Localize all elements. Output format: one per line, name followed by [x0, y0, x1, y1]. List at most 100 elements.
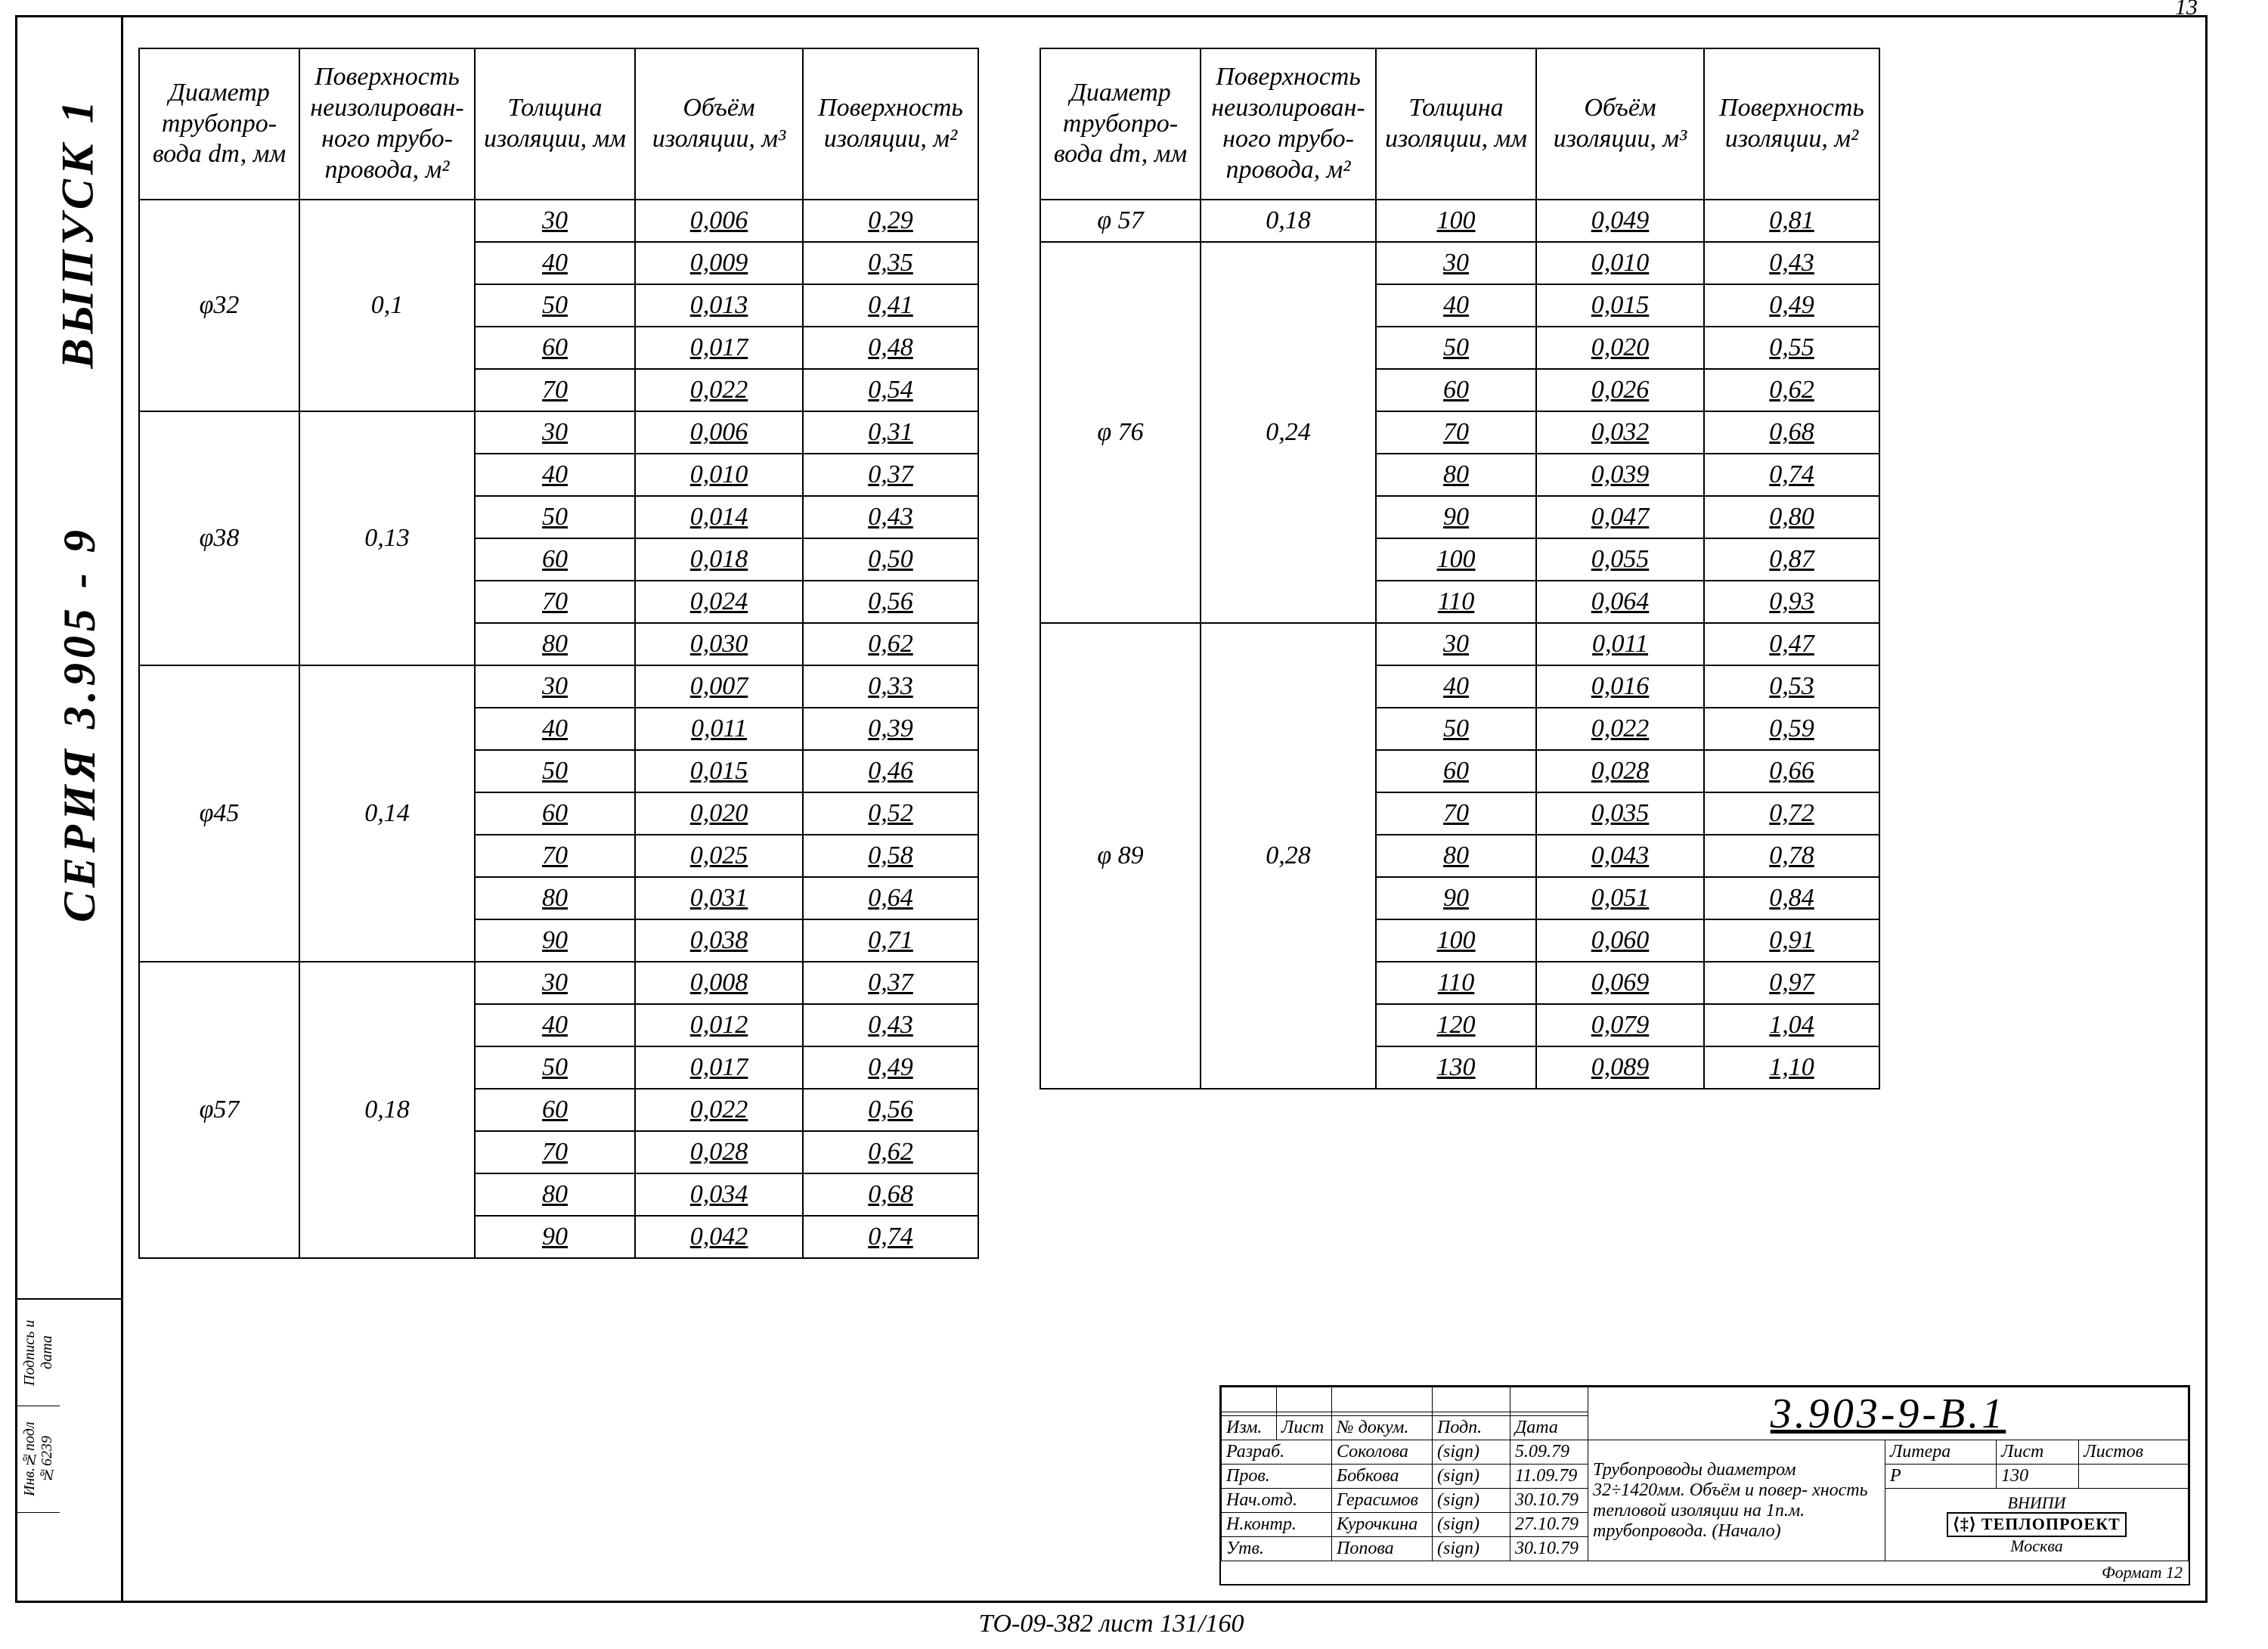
cell-volume: 0,020	[635, 792, 803, 835]
cell-thickness: 60	[1376, 369, 1536, 411]
cell-volume: 0,010	[1536, 242, 1704, 284]
cell-volume: 0,015	[635, 750, 803, 792]
cell-thickness: 30	[1376, 242, 1536, 284]
cell-surface-ins: 0,97	[1704, 962, 1879, 1004]
cell-surface-ins: 0,47	[1704, 623, 1879, 665]
cell-volume: 0,020	[1536, 327, 1704, 369]
cell-thickness: 60	[475, 1089, 635, 1131]
cell-thickness: 40	[475, 708, 635, 750]
cell-volume: 0,009	[635, 242, 803, 284]
cell-volume: 0,069	[1536, 962, 1704, 1004]
cell-volume: 0,039	[1536, 454, 1704, 496]
cell-thickness: 40	[475, 454, 635, 496]
insulation-table-right: Диаметр трубопро- вода dт, мм Поверхност…	[1040, 48, 1880, 1090]
tb-name: Курочкина	[1332, 1513, 1433, 1537]
cell-thickness: 60	[1376, 750, 1536, 792]
cell-thickness: 120	[1376, 1004, 1536, 1046]
cell-thickness: 80	[475, 623, 635, 665]
tb-sign: (sign)	[1433, 1537, 1510, 1561]
tb-list-val: 130	[1997, 1465, 2079, 1489]
org-logo: ВНИПИ ⟨‡⟩ ТЕПЛОПРОЕКТ Москва	[1885, 1489, 2189, 1561]
cell-surface-ins: 0,58	[803, 835, 978, 877]
cell-thickness: 60	[475, 538, 635, 581]
cell-surface-ins: 0,93	[1704, 581, 1879, 623]
cell-diameter: φ32	[139, 200, 299, 411]
cell-surface-ins: 0,49	[803, 1046, 978, 1089]
cell-thickness: 60	[475, 792, 635, 835]
cell-surface-ins: 0,49	[1704, 284, 1879, 327]
series-label: СЕРИЯ 3.905 - 9	[54, 525, 106, 922]
tb-col: Изм.	[1222, 1416, 1277, 1440]
cell-volume: 0,006	[635, 200, 803, 242]
cell-thickness: 100	[1376, 919, 1536, 962]
cell-thickness: 50	[1376, 327, 1536, 369]
insulation-table-left: Диаметр трубопро- вода dт, мм Поверхност…	[138, 48, 979, 1259]
cell-volume: 0,008	[635, 962, 803, 1004]
cell-thickness: 80	[475, 1173, 635, 1216]
th-diam: Диаметр трубопро- вода dт, мм	[1040, 48, 1201, 200]
tb-sign: (sign)	[1433, 1489, 1510, 1513]
cell-thickness: 60	[475, 327, 635, 369]
tb-litera: Литера	[1885, 1440, 1997, 1465]
issue-label: ВЫПУСК 1	[52, 96, 104, 368]
cell-volume: 0,022	[635, 1089, 803, 1131]
cell-surface-ins: 0,37	[803, 454, 978, 496]
cell-thickness: 50	[475, 284, 635, 327]
cell-volume: 0,043	[1536, 835, 1704, 877]
tb-role: Н.контр.	[1222, 1513, 1332, 1537]
cell-thickness: 90	[475, 1216, 635, 1258]
cell-thickness: 70	[475, 835, 635, 877]
cell-surface-ins: 0,35	[803, 242, 978, 284]
cell-volume: 0,064	[1536, 581, 1704, 623]
cell-surface-ins: 0,62	[803, 1131, 978, 1173]
th-surf-bare: Поверхность неизолирован- ного трубо- пр…	[299, 48, 475, 200]
cell-surface-ins: 0,33	[803, 665, 978, 708]
cell-volume: 0,030	[635, 623, 803, 665]
cell-surface-ins: 0,62	[1704, 369, 1879, 411]
cell-thickness: 50	[475, 496, 635, 538]
cell-surface-bare: 0,18	[1201, 200, 1376, 242]
cell-thickness: 40	[1376, 284, 1536, 327]
cell-surface-ins: 0,72	[1704, 792, 1879, 835]
cell-surface-bare: 0,14	[299, 665, 475, 962]
cell-surface-ins: 0,43	[803, 1004, 978, 1046]
cell-volume: 0,038	[635, 919, 803, 962]
cell-diameter: φ 57	[1040, 200, 1201, 242]
inv-label: Инв.№подл №6239	[17, 1406, 60, 1513]
tb-name: Соколова	[1332, 1440, 1433, 1465]
sign-date-label: Подпись и дата	[17, 1300, 60, 1406]
cell-surface-ins: 0,81	[1704, 200, 1879, 242]
cell-diameter: φ 76	[1040, 242, 1201, 623]
cell-surface-ins: 0,53	[1704, 665, 1879, 708]
tb-role: Пров.	[1222, 1465, 1332, 1489]
cell-thickness: 40	[475, 1004, 635, 1046]
cell-thickness: 40	[1376, 665, 1536, 708]
tb-sign: (sign)	[1433, 1465, 1510, 1489]
cell-volume: 0,051	[1536, 877, 1704, 919]
tb-role: Нач.отд.	[1222, 1489, 1332, 1513]
cell-volume: 0,055	[1536, 538, 1704, 581]
cell-volume: 0,022	[635, 369, 803, 411]
cell-thickness: 130	[1376, 1046, 1536, 1089]
cell-volume: 0,049	[1536, 200, 1704, 242]
cell-volume: 0,011	[1536, 623, 1704, 665]
cell-volume: 0,028	[1536, 750, 1704, 792]
cell-volume: 0,034	[635, 1173, 803, 1216]
cell-surface-ins: 0,56	[803, 1089, 978, 1131]
tb-col: Дата	[1510, 1416, 1588, 1440]
cell-surface-ins: 0,43	[1704, 242, 1879, 284]
cell-surface-ins: 0,62	[803, 623, 978, 665]
cell-volume: 0,022	[1536, 708, 1704, 750]
cell-thickness: 110	[1376, 581, 1536, 623]
tb-date: 5.09.79	[1510, 1440, 1588, 1465]
tb-name: Бобкова	[1332, 1465, 1433, 1489]
tb-litera-val: Р	[1885, 1465, 1997, 1489]
th-diam: Диаметр трубопро- вода dт, мм	[139, 48, 299, 200]
cell-surface-ins: 0,64	[803, 877, 978, 919]
cell-volume: 0,017	[635, 327, 803, 369]
cell-volume: 0,079	[1536, 1004, 1704, 1046]
cell-surface-ins: 0,41	[803, 284, 978, 327]
cell-thickness: 50	[475, 1046, 635, 1089]
cell-surface-ins: 0,50	[803, 538, 978, 581]
th-thick: Толщина изоляции, мм	[1376, 48, 1536, 200]
